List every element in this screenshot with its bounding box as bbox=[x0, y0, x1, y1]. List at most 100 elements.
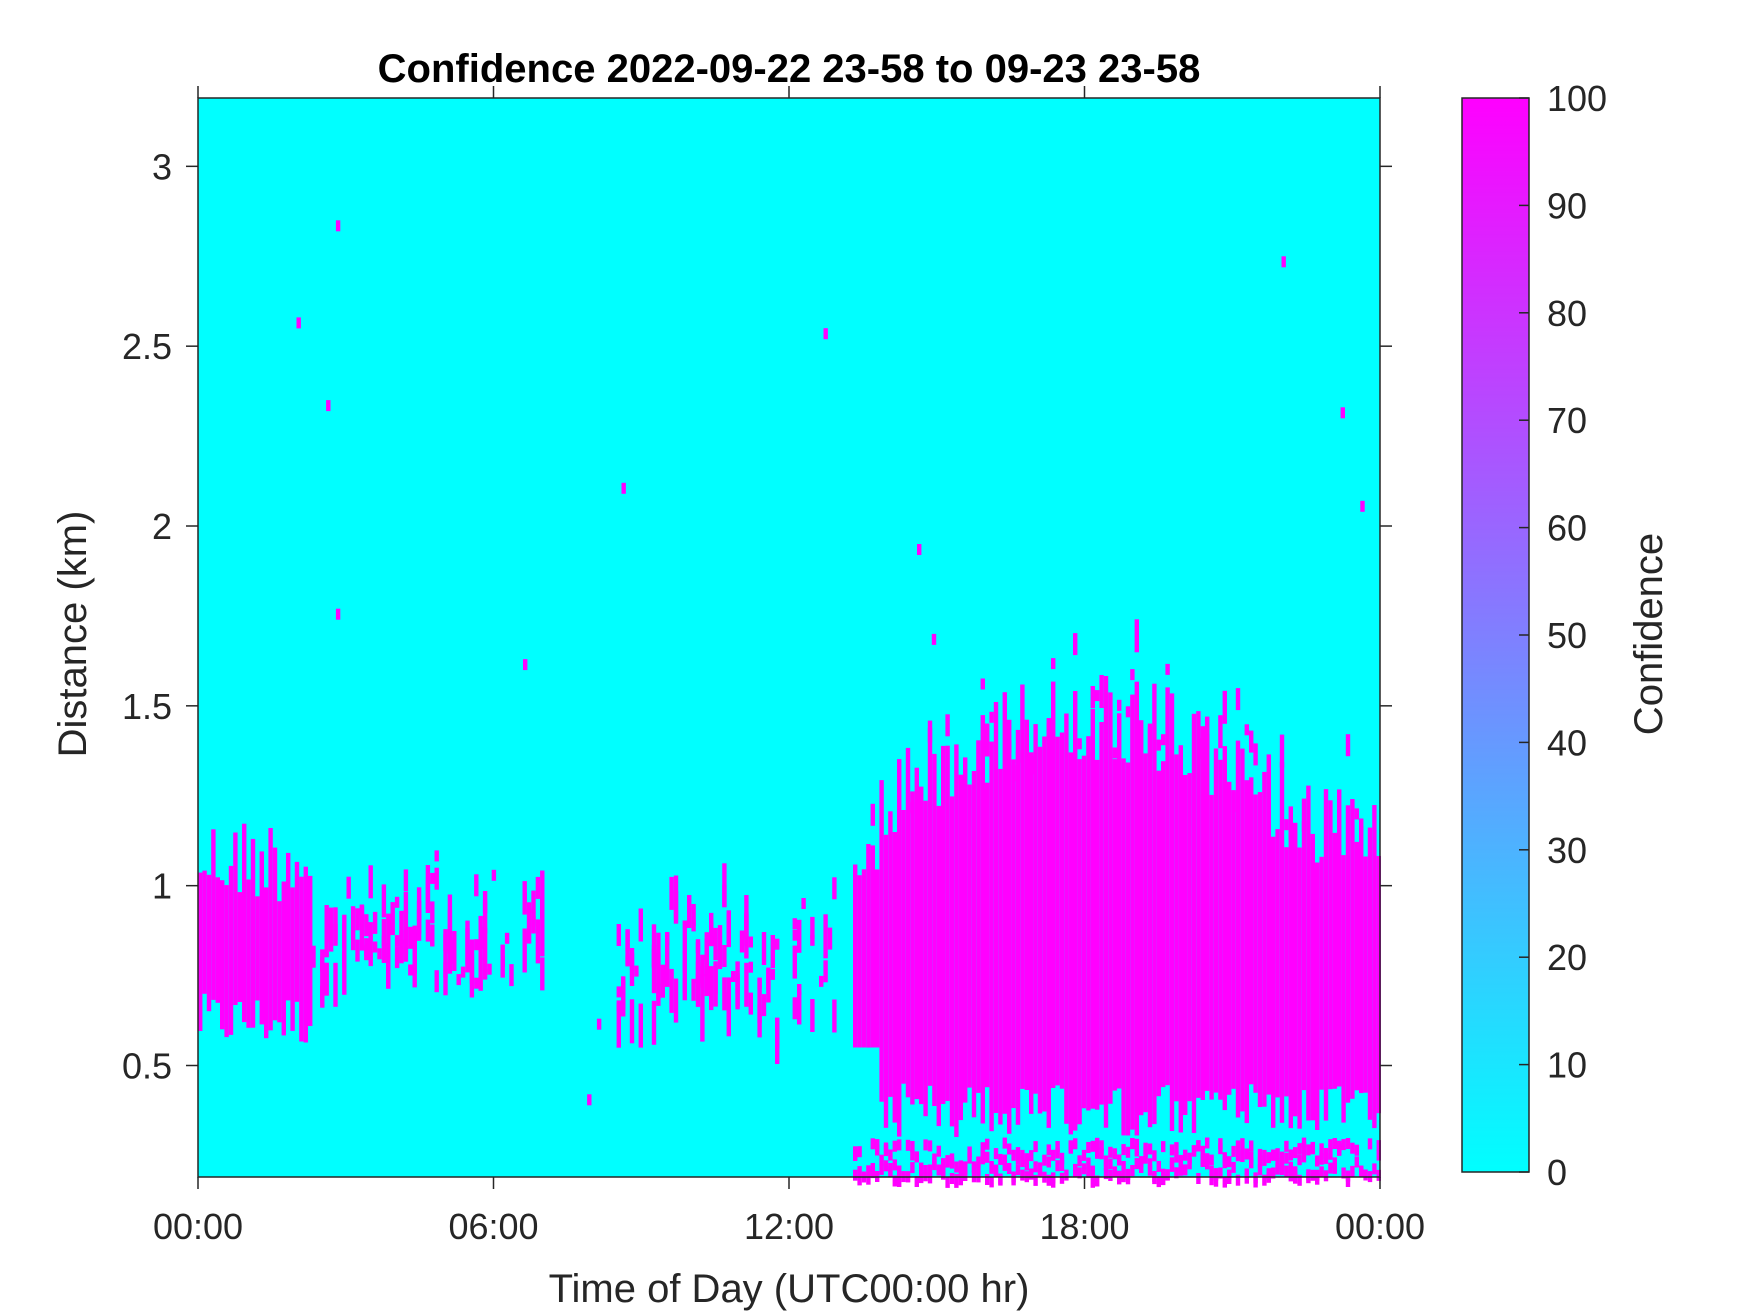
heatmap-cell bbox=[296, 317, 301, 329]
heatmap-cell bbox=[333, 907, 338, 941]
heatmap-cell bbox=[810, 934, 815, 946]
heatmap-cell bbox=[1046, 723, 1051, 1128]
heatmap-cell bbox=[403, 892, 409, 914]
heatmap-cell bbox=[1134, 1158, 1139, 1170]
heatmap-cell bbox=[625, 931, 630, 942]
heatmap-cell bbox=[1161, 1141, 1166, 1153]
heatmap-cell bbox=[866, 1173, 871, 1185]
heatmap-cell bbox=[1350, 1165, 1355, 1177]
heatmap-cell bbox=[748, 936, 753, 948]
heatmap-cell bbox=[722, 945, 727, 967]
heatmap-cell bbox=[691, 920, 696, 932]
heatmap-cell bbox=[1372, 1163, 1377, 1175]
heatmap-cell bbox=[927, 727, 933, 1086]
heatmap-cell bbox=[932, 1159, 937, 1171]
heatmap-cell bbox=[1306, 1169, 1311, 1181]
heatmap-cell bbox=[1103, 676, 1109, 1128]
heatmap-cell bbox=[290, 887, 295, 1031]
heatmap-cell bbox=[797, 919, 802, 953]
heatmap-cell bbox=[1134, 681, 1139, 1136]
heatmap-cell bbox=[228, 865, 234, 1035]
heatmap-cell bbox=[425, 880, 431, 913]
heatmap-cell bbox=[914, 1151, 919, 1163]
heatmap-cell bbox=[233, 832, 238, 1005]
colorbar-tick-label: 10 bbox=[1547, 1045, 1587, 1086]
heatmap-cell bbox=[1112, 1148, 1117, 1160]
heatmap-cell bbox=[394, 946, 400, 969]
heatmap-cell bbox=[372, 941, 378, 953]
heatmap-cell bbox=[1266, 1152, 1271, 1164]
x-tick-label: 18:00 bbox=[1039, 1206, 1129, 1247]
heatmap-cell bbox=[372, 911, 378, 934]
heatmap-cell bbox=[1143, 1146, 1148, 1158]
heatmap-cell bbox=[748, 992, 753, 1015]
heatmap-cell bbox=[1257, 1164, 1263, 1176]
heatmap-cell bbox=[1284, 847, 1289, 1097]
heatmap-cell bbox=[237, 892, 242, 1002]
heatmap-cell bbox=[1213, 1175, 1219, 1187]
heatmap-cell bbox=[638, 1003, 643, 1048]
heatmap-cell bbox=[1218, 759, 1223, 1100]
heatmap-cell bbox=[1315, 862, 1320, 1130]
heatmap-cell bbox=[342, 950, 347, 995]
heatmap-cell bbox=[905, 747, 911, 1098]
heatmap-cell bbox=[1068, 1142, 1073, 1154]
heatmap-cell bbox=[394, 935, 400, 947]
heatmap-cell bbox=[242, 823, 247, 1023]
heatmap-cell bbox=[1090, 686, 1095, 708]
heatmap-cell bbox=[1218, 715, 1223, 749]
heatmap-cell bbox=[1257, 792, 1263, 1107]
heatmap-cell bbox=[958, 1174, 963, 1186]
heatmap-cell bbox=[1332, 1138, 1337, 1149]
heatmap-cell bbox=[691, 904, 696, 926]
heatmap-cell bbox=[1297, 1174, 1302, 1186]
heatmap-cell bbox=[879, 1154, 884, 1166]
heatmap-cell bbox=[1147, 723, 1153, 757]
heatmap-cell bbox=[1187, 1152, 1192, 1164]
x-tick-label: 00:00 bbox=[153, 1206, 243, 1247]
heatmap-cell bbox=[1033, 724, 1038, 1094]
heatmap-cell bbox=[629, 953, 635, 986]
heatmap-cell bbox=[202, 870, 207, 994]
heatmap-cell bbox=[403, 910, 409, 954]
heatmap-cell bbox=[1024, 1159, 1029, 1171]
heatmap-cell bbox=[540, 957, 545, 991]
heatmap-cell bbox=[1205, 1137, 1210, 1149]
heatmap-cell bbox=[1130, 694, 1135, 1130]
heatmap-cell bbox=[883, 834, 889, 1128]
heatmap-cell bbox=[1139, 720, 1144, 1116]
heatmap-cell bbox=[651, 949, 657, 994]
heatmap-cell bbox=[540, 870, 545, 915]
heatmap-cell bbox=[1156, 1160, 1161, 1172]
heatmap-cell bbox=[1108, 1146, 1113, 1158]
heatmap-cell bbox=[1125, 1173, 1131, 1185]
heatmap-cell bbox=[621, 976, 626, 1010]
colorbar-tick-label: 80 bbox=[1547, 293, 1587, 334]
heatmap-cell bbox=[487, 963, 492, 975]
heatmap-cell bbox=[1262, 771, 1267, 1107]
heatmap-cell bbox=[761, 932, 767, 965]
heatmap-cell bbox=[1332, 832, 1337, 1089]
heatmap-cell bbox=[1367, 1138, 1373, 1150]
heatmap-cell bbox=[722, 977, 727, 1011]
heatmap-cell bbox=[522, 892, 527, 915]
heatmap-cell bbox=[1046, 1144, 1051, 1156]
heatmap-cell bbox=[1147, 1158, 1153, 1170]
colorbar-tick-label: 90 bbox=[1547, 185, 1587, 226]
heatmap-cell bbox=[1191, 713, 1197, 1133]
heatmap-cell bbox=[1178, 745, 1183, 1133]
heatmap-cell bbox=[704, 938, 709, 961]
heatmap-cell bbox=[897, 1165, 902, 1177]
heatmap-cell bbox=[1306, 1144, 1311, 1156]
heatmap-cell bbox=[1108, 1158, 1113, 1170]
heatmap-cell bbox=[1187, 773, 1192, 1102]
heatmap-cell bbox=[482, 968, 488, 980]
heatmap-cell bbox=[430, 924, 435, 947]
heatmap-cell bbox=[377, 948, 382, 960]
heatmap-cell bbox=[998, 768, 1003, 1125]
heatmap-cell bbox=[447, 962, 453, 974]
heatmap-cell bbox=[993, 702, 999, 1113]
heatmap-cell bbox=[682, 950, 687, 973]
heatmap-cell bbox=[1099, 1148, 1104, 1160]
